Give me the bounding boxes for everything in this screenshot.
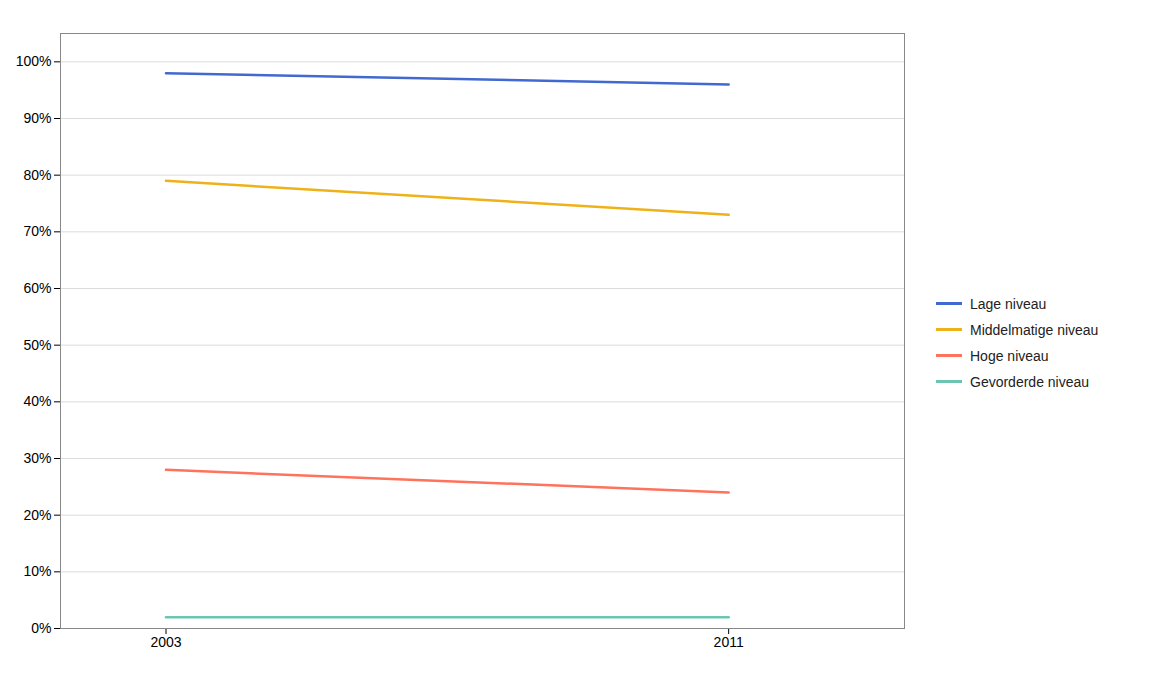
svg-text:2011: 2011 bbox=[714, 634, 744, 650]
svg-text:40%: 40% bbox=[23, 393, 51, 409]
svg-text:70%: 70% bbox=[23, 223, 51, 239]
svg-text:2003: 2003 bbox=[150, 634, 181, 650]
html-text:Lage niveau: Lage niveau bbox=[970, 295, 1047, 312]
svg-text:90%: 90% bbox=[23, 109, 51, 125]
html-text:Middelmatige niveau: Middelmatige niveau bbox=[970, 321, 1099, 338]
svg-text:100%: 100% bbox=[16, 53, 52, 69]
html-text:Gevorderde niveau: Gevorderde niveau bbox=[970, 373, 1090, 390]
svg-text:80%: 80% bbox=[23, 166, 51, 182]
svg-text:50%: 50% bbox=[23, 336, 51, 352]
html-text:Hoge niveau: Hoge niveau bbox=[970, 347, 1049, 364]
svg-text:20%: 20% bbox=[23, 506, 51, 522]
svg-text:10%: 10% bbox=[23, 563, 51, 579]
svg-text:60%: 60% bbox=[23, 279, 51, 295]
svg-text:30%: 30% bbox=[23, 449, 51, 465]
svg-text:0%: 0% bbox=[31, 619, 51, 635]
